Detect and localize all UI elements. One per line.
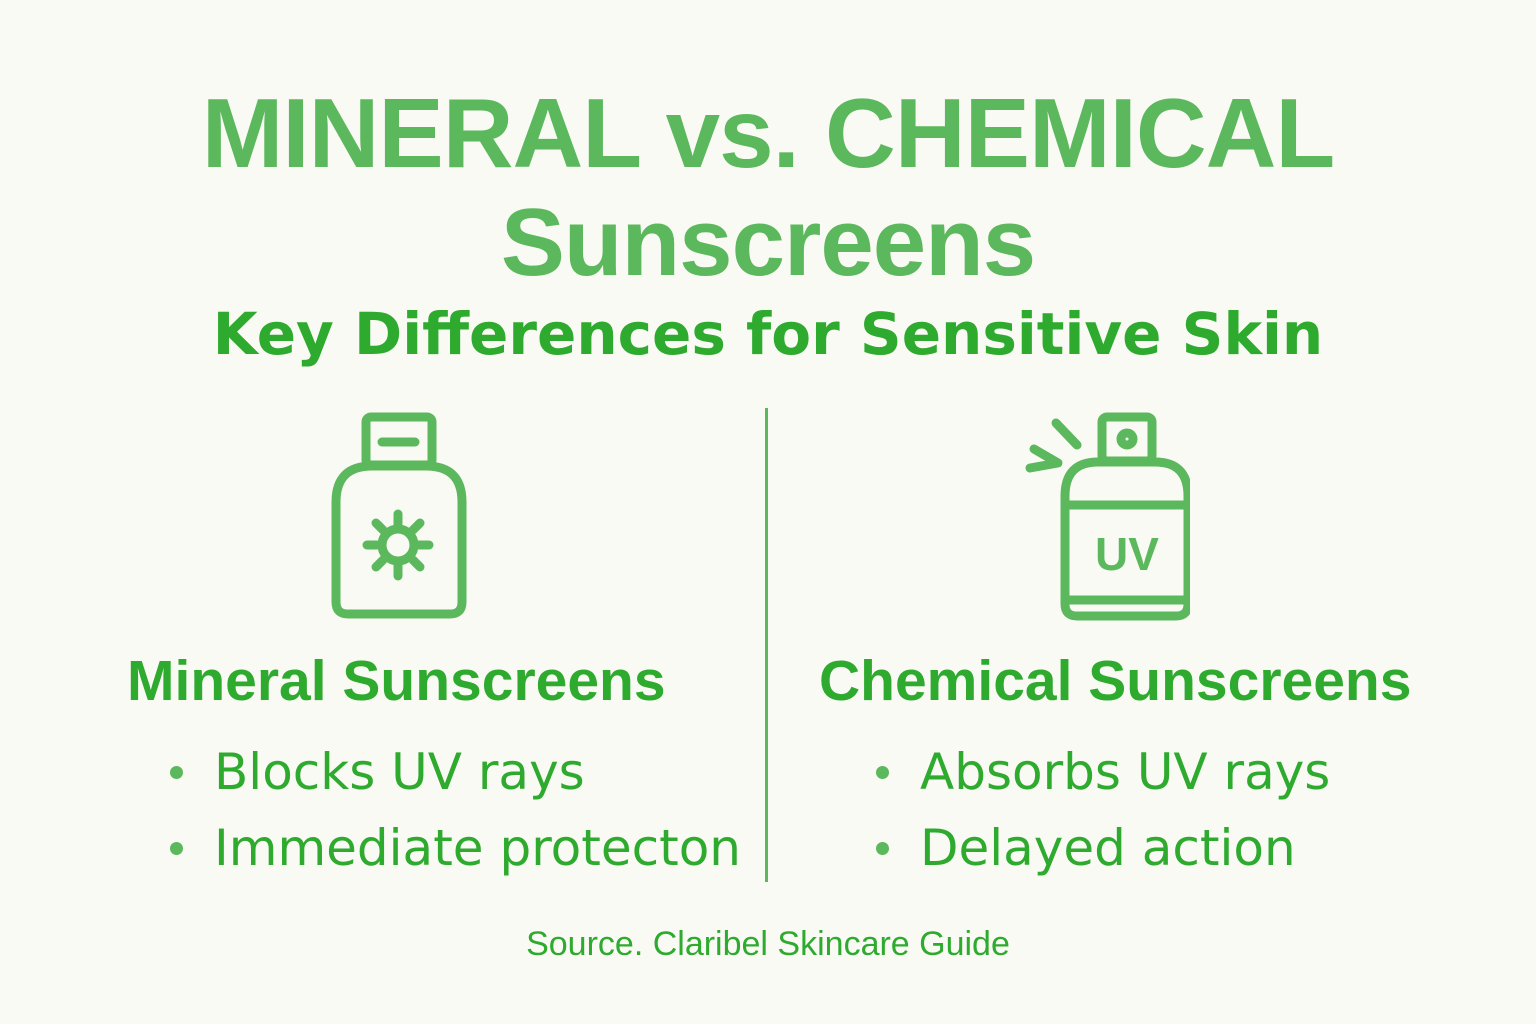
page-title-line-2: Sunscreens <box>500 189 1036 296</box>
bullet-text: Absorbs UV rays <box>920 743 1331 801</box>
list-item: Immediate protecton <box>170 810 741 886</box>
mineral-heading: Mineral Sunscreens <box>127 649 666 713</box>
bullet-text: Immediate protecton <box>214 819 741 877</box>
chemical-bullet-list: Absorbs UV rays Delayed action <box>876 734 1330 886</box>
column-divider <box>765 408 768 882</box>
bullet-text: Blocks UV rays <box>214 743 585 801</box>
bullet-icon <box>170 842 183 855</box>
bullet-icon <box>876 842 889 855</box>
mineral-bullet-list: Blocks UV rays Immediate protecton <box>170 734 741 886</box>
sunscreen-bottle-sun-icon <box>331 412 467 619</box>
list-item: Delayed action <box>876 810 1330 886</box>
chemical-heading: Chemical Sunscreens <box>819 649 1412 713</box>
list-item: Blocks UV rays <box>170 734 741 810</box>
bullet-icon <box>876 766 889 779</box>
bullet-text: Delayed action <box>920 819 1296 877</box>
bullet-icon <box>170 766 183 779</box>
page-title-line-1: MINERAL vs. CHEMICAL <box>201 78 1336 188</box>
uv-label: UV <box>1095 528 1159 580</box>
list-item: Absorbs UV rays <box>876 734 1330 810</box>
source-citation: Source. Claribel Skincare Guide <box>526 925 1010 963</box>
page-subtitle: Key Differences for Sensitive Skin <box>212 300 1324 368</box>
spray-bottle-uv-icon: UV <box>1025 412 1190 621</box>
